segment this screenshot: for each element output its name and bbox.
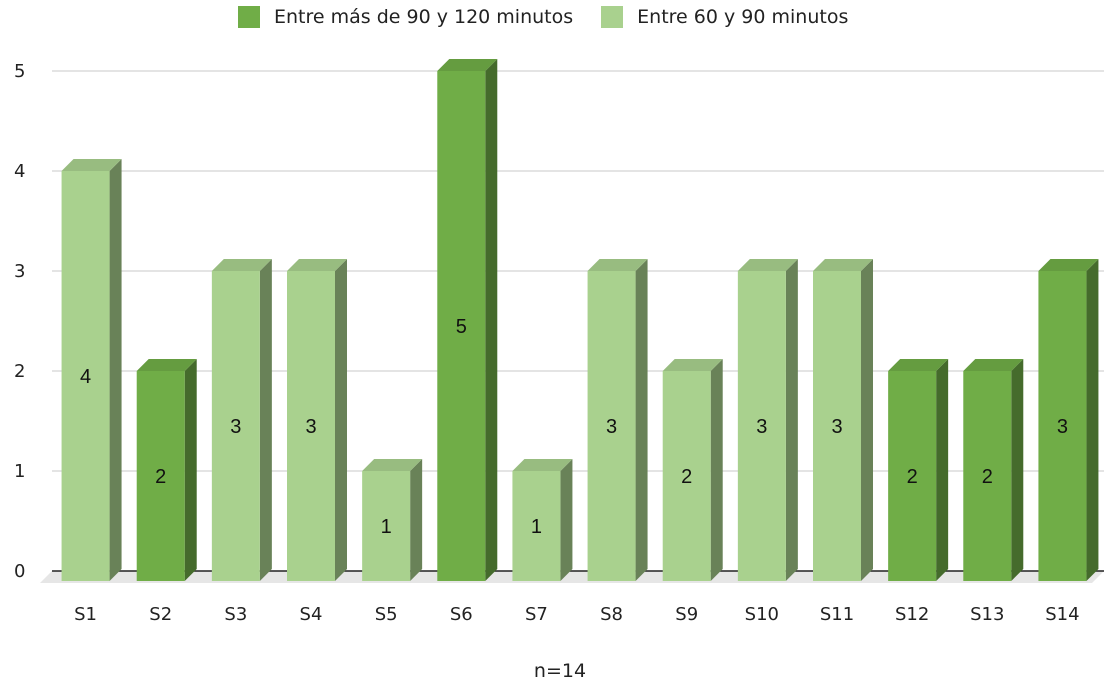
bar-side <box>861 259 873 581</box>
bar <box>1038 271 1087 581</box>
data-label: 1 <box>381 516 392 538</box>
data-label: 2 <box>681 466 692 488</box>
x-tick-label: S6 <box>450 604 473 625</box>
x-tick-label: S14 <box>1045 604 1079 625</box>
bar-side <box>259 259 272 581</box>
x-tick-label: S10 <box>745 604 779 625</box>
bar <box>61 171 110 581</box>
data-label: 3 <box>606 416 617 438</box>
y-tick-label: 1 <box>14 461 25 482</box>
bar-top <box>211 259 272 271</box>
data-label: 3 <box>305 416 316 438</box>
bar-side <box>410 459 423 581</box>
data-label: 3 <box>831 416 842 438</box>
bar <box>963 371 1012 581</box>
data-label: 4 <box>80 366 91 388</box>
bar-top <box>362 459 423 471</box>
data-label: 3 <box>1057 416 1068 438</box>
data-label: 5 <box>456 316 467 338</box>
bar <box>437 71 486 581</box>
bar-top <box>587 259 648 271</box>
data-label: 2 <box>982 466 993 488</box>
bar-side <box>109 159 122 581</box>
bar-top <box>963 359 1024 371</box>
data-label: 3 <box>230 416 241 438</box>
bar <box>587 271 636 581</box>
bar <box>737 271 786 581</box>
bar-side <box>710 359 723 581</box>
bar <box>662 371 711 581</box>
x-tick-label: S4 <box>300 604 323 625</box>
legend-swatch-series-2 <box>601 6 624 28</box>
bar-side <box>1086 259 1099 581</box>
bar-top <box>737 259 798 271</box>
bar-side <box>785 259 798 581</box>
x-tick-label: S2 <box>149 604 172 625</box>
bar-top <box>287 259 347 271</box>
bar-top <box>136 359 197 371</box>
data-label: 2 <box>155 466 166 488</box>
x-tick-label: S3 <box>224 604 247 625</box>
legend-item-series-2: Entre 60 y 90 minutos <box>601 6 848 28</box>
chart-legend: Entre más de 90 y 120 minutos Entre 60 y… <box>238 6 876 28</box>
y-tick-label: 2 <box>14 361 25 382</box>
sample-size-note: n=14 <box>533 660 587 682</box>
x-tick-label: S8 <box>600 604 623 625</box>
legend-item-series-1: Entre más de 90 y 120 minutos <box>238 6 573 28</box>
x-tick-label: S1 <box>74 604 97 625</box>
bar-top <box>61 159 122 171</box>
x-tick-label: S13 <box>970 604 1004 625</box>
legend-label-series-2: Entre 60 y 90 minutos <box>637 6 849 28</box>
x-tick-label: S7 <box>525 604 548 625</box>
bar-side <box>335 259 347 581</box>
y-tick-label: 0 <box>14 561 25 582</box>
x-tick-label: S12 <box>895 604 929 625</box>
x-tick-label: S9 <box>675 604 698 625</box>
bar <box>512 471 561 581</box>
y-tick-label: 5 <box>14 61 25 82</box>
bar-top <box>1038 259 1099 271</box>
legend-swatch-series-1 <box>238 6 260 28</box>
bar-side <box>560 459 573 581</box>
bar-side <box>1011 359 1024 581</box>
y-tick-label: 4 <box>14 161 25 182</box>
data-label: 1 <box>531 516 542 538</box>
bar <box>211 271 260 581</box>
bar <box>287 271 335 581</box>
bar-top <box>437 59 498 71</box>
bar <box>362 471 411 581</box>
bar-top <box>813 259 873 271</box>
bar-top <box>888 359 949 371</box>
bar-top <box>512 459 573 471</box>
chart-floor <box>40 571 1104 583</box>
data-label: 2 <box>907 466 918 488</box>
bar-side <box>936 359 949 581</box>
bar-side <box>635 259 648 581</box>
x-tick-label: S5 <box>375 604 398 625</box>
bar-top <box>662 359 723 371</box>
legend-label-series-1: Entre más de 90 y 120 minutos <box>274 6 574 28</box>
data-label: 3 <box>756 416 767 438</box>
bar <box>813 271 861 581</box>
bar <box>136 371 185 581</box>
x-tick-label: S11 <box>820 604 854 625</box>
y-tick-label: 3 <box>14 261 25 282</box>
bar-side <box>485 59 498 581</box>
bar <box>888 371 937 581</box>
bar-side <box>184 359 197 581</box>
